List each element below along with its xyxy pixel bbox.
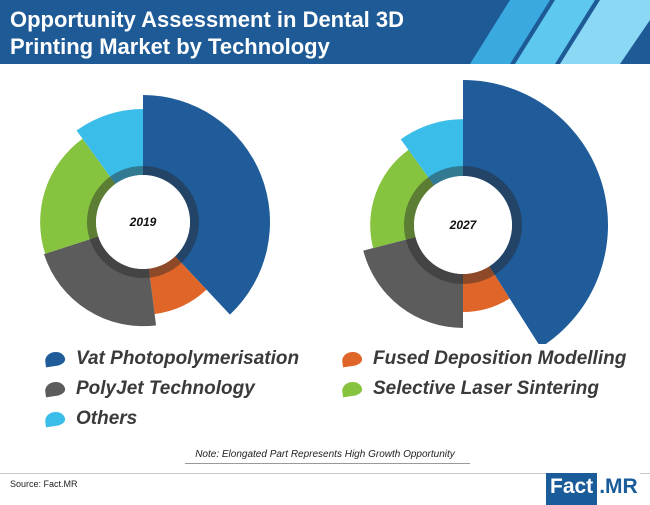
- slice-fused-deposition-modelling-2027: [463, 266, 510, 312]
- stripe-lighter: [560, 0, 650, 64]
- note-divider: [185, 463, 470, 464]
- legend-item-others: Others: [44, 408, 138, 430]
- inner-ring-2019: [87, 166, 199, 278]
- legend-label-vat: Vat Photopolymerisation: [76, 348, 300, 369]
- legend-item-sls: Selective Laser Sintering: [341, 378, 599, 400]
- slice-vat-photopolymerisation-2027: [463, 80, 608, 344]
- center-hole-2019: [96, 175, 190, 269]
- slice-selective-laser-sintering-2019: [40, 138, 116, 254]
- legend-swatch-sls: [341, 380, 363, 398]
- charts-area: 2019 2027: [40, 80, 608, 344]
- legend-swatch-fdm: [341, 350, 363, 368]
- slice-others-2019: [76, 108, 143, 184]
- legend-item-vat: Vat Photopolymerisation: [44, 348, 300, 370]
- slice-others-2027: [400, 119, 463, 186]
- footer-divider: [0, 473, 650, 474]
- legend-swatch-polyjet: [44, 380, 66, 398]
- donut-chart-2027: 2027: [363, 80, 608, 344]
- stripe-mid: [470, 0, 550, 64]
- center-hole-2027: [414, 176, 512, 274]
- inner-ring-2027: [404, 166, 522, 284]
- legend-label-sls: Selective Laser Sintering: [373, 378, 599, 399]
- legend-label-polyjet: PolyJet Technology: [76, 378, 255, 399]
- legend-swatch-others: [44, 410, 66, 428]
- source-text: Source: Fact.MR: [10, 479, 78, 489]
- legend-item-fdm: Fused Deposition Modelling: [341, 348, 627, 370]
- header-stripes: [470, 0, 650, 64]
- slice-fused-deposition-modelling-2019: [148, 256, 207, 314]
- slice-selective-laser-sintering-2027: [370, 149, 435, 249]
- slice-polyjet-technology-2027: [363, 237, 463, 328]
- legend-item-polyjet: PolyJet Technology: [44, 378, 255, 400]
- legend-label-fdm: Fused Deposition Modelling: [373, 348, 627, 369]
- center-label-2019: 2019: [129, 215, 157, 229]
- slice-vat-photopolymerisation-2019: [143, 95, 270, 315]
- legend-label-others: Others: [76, 408, 138, 429]
- stripe-light: [515, 0, 595, 64]
- chart-note: Note: Elongated Part Represents High Gro…: [195, 449, 455, 460]
- legend-swatch-vat: [44, 350, 66, 368]
- logo-part-2: .MR: [597, 473, 640, 505]
- factmr-logo[interactable]: Fact .MR: [546, 473, 650, 505]
- header-banner: Opportunity Assessment in Dental 3D Prin…: [0, 0, 650, 64]
- page-title: Opportunity Assessment in Dental 3D Prin…: [10, 7, 405, 59]
- logo-part-1: Fact: [546, 473, 598, 505]
- center-label-2027: 2027: [449, 218, 478, 232]
- donut-chart-2019: 2019: [40, 95, 270, 327]
- slice-polyjet-technology-2019: [43, 236, 157, 327]
